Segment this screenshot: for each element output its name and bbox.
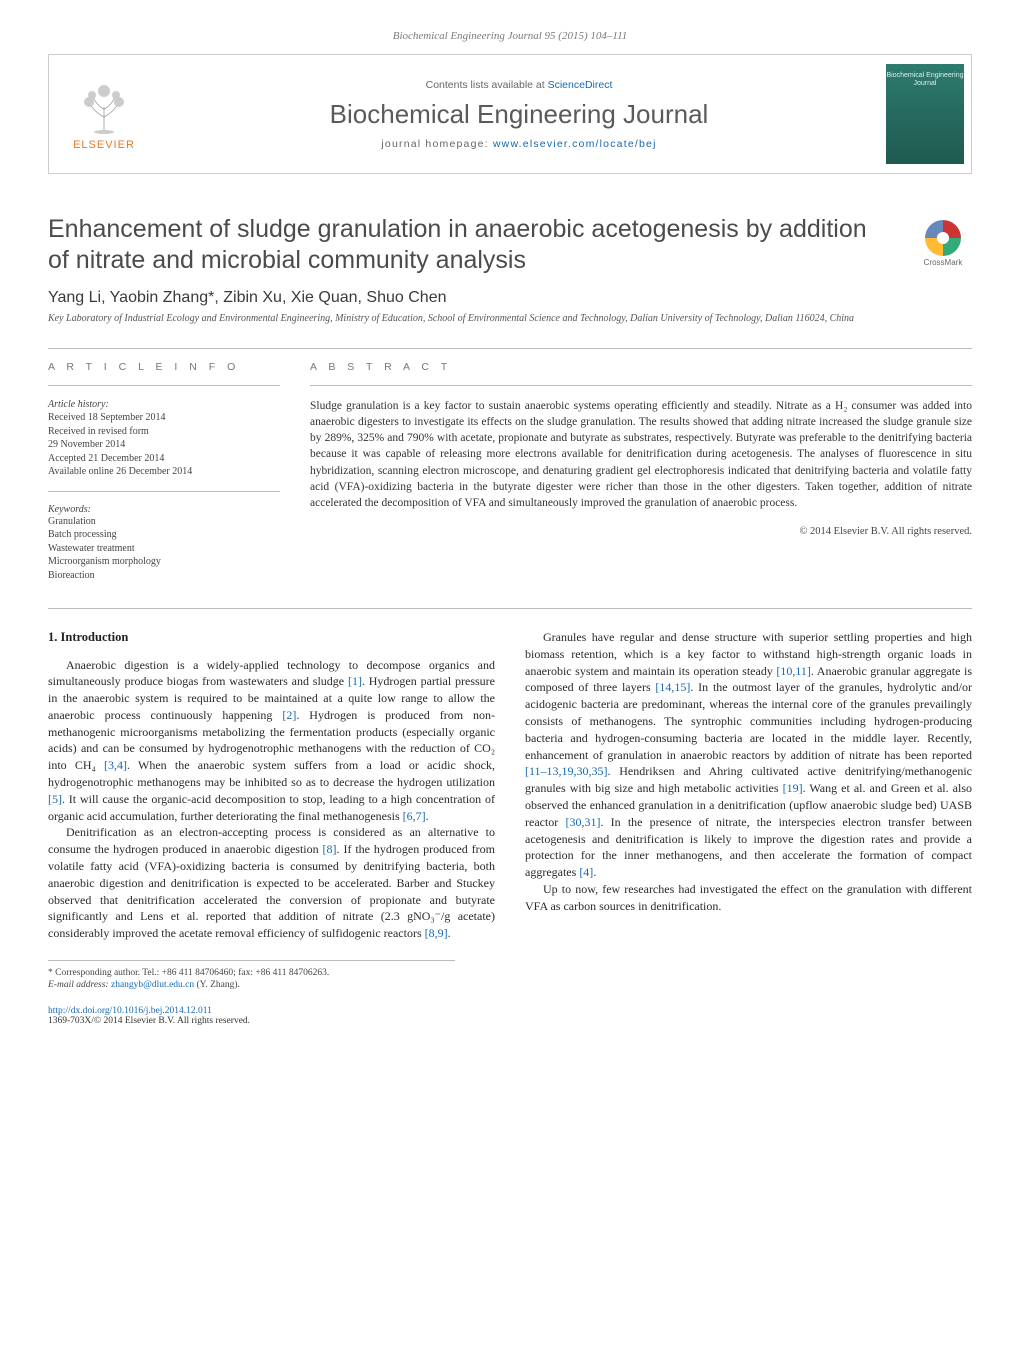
crossmark-badge[interactable]: CrossMark: [914, 214, 972, 272]
divider: [48, 608, 972, 609]
email-label: E-mail address:: [48, 980, 111, 990]
header-center: Contents lists available at ScienceDirec…: [159, 55, 879, 173]
citation-ref[interactable]: [11–13,19,30,35]: [525, 764, 608, 778]
homepage-prefix: journal homepage:: [381, 138, 493, 150]
footnote-divider: [48, 960, 455, 961]
body-text: .: [593, 865, 596, 879]
cover-title: Biochemical Engineering Journal: [886, 72, 964, 87]
email-link[interactable]: zhangyb@dlut.edu.cn: [111, 980, 194, 990]
doi-block: http://dx.doi.org/10.1016/j.bej.2014.12.…: [48, 1006, 972, 1026]
online-date: Available online 26 December 2014: [48, 465, 280, 479]
revised-line2: 29 November 2014: [48, 438, 280, 452]
body-paragraph: Denitrification as an electron-accepting…: [48, 824, 495, 942]
doi-link[interactable]: http://dx.doi.org/10.1016/j.bej.2014.12.…: [48, 1006, 212, 1016]
email-line: E-mail address: zhangyb@dlut.edu.cn (Y. …: [48, 979, 972, 991]
publisher-name: ELSEVIER: [73, 139, 135, 151]
publisher-logo-block: ELSEVIER: [49, 55, 159, 173]
citation-ref[interactable]: [3,4]: [104, 758, 127, 772]
keyword-item: Microorganism morphology: [48, 555, 280, 569]
elsevier-tree-icon: [74, 77, 134, 137]
body-paragraph: Up to now, few researches had investigat…: [525, 881, 972, 915]
issn-copyright: 1369-703X/© 2014 Elsevier B.V. All right…: [48, 1016, 972, 1026]
journal-homepage-link[interactable]: www.elsevier.com/locate/bej: [493, 138, 657, 150]
citation-ref[interactable]: [30,31]: [565, 815, 600, 829]
divider: [48, 385, 280, 386]
citation-ref[interactable]: [1]: [348, 674, 362, 688]
keywords-label: Keywords:: [48, 504, 280, 515]
journal-cover-thumb: Biochemical Engineering Journal: [886, 64, 964, 164]
citation-ref[interactable]: [19]: [783, 781, 803, 795]
received-date: Received 18 September 2014: [48, 411, 280, 425]
affiliation: Key Laboratory of Industrial Ecology and…: [48, 313, 972, 326]
authors-line: Yang Li, Yaobin Zhang*, Zibin Xu, Xie Qu…: [48, 289, 972, 307]
crossmark-icon: [925, 220, 961, 256]
journal-cover-block: Biochemical Engineering Journal: [879, 55, 971, 173]
contents-available-line: Contents lists available at ScienceDirec…: [426, 79, 613, 91]
citation-ref[interactable]: [2]: [282, 708, 296, 722]
article-info-heading: A R T I C L E I N F O: [48, 361, 280, 373]
keyword-item: Bioreaction: [48, 569, 280, 583]
journal-homepage-line: journal homepage: www.elsevier.com/locat…: [381, 138, 656, 150]
abstract-column: A B S T R A C T Sludge granulation is a …: [310, 361, 972, 583]
keyword-item: Wastewater treatment: [48, 542, 280, 556]
keyword-item: Granulation: [48, 515, 280, 529]
keyword-item: Batch processing: [48, 528, 280, 542]
citation-ref[interactable]: [6,7]: [403, 809, 426, 823]
article-body: 1. Introduction Anaerobic digestion is a…: [48, 629, 972, 942]
citation-line: Biochemical Engineering Journal 95 (2015…: [48, 30, 972, 42]
abstract-text: Sludge granulation is a key factor to su…: [310, 398, 972, 512]
divider: [310, 385, 972, 386]
journal-name: Biochemical Engineering Journal: [330, 99, 709, 130]
citation-ref[interactable]: [4]: [579, 865, 593, 879]
citation-ref[interactable]: [5]: [48, 792, 62, 806]
keywords-list: Granulation Batch processing Wastewater …: [48, 515, 280, 583]
crossmark-label: CrossMark: [924, 258, 963, 267]
body-text: .: [448, 926, 451, 940]
abstract-copyright: © 2014 Elsevier B.V. All rights reserved…: [310, 526, 972, 537]
article-history: Article history: Received 18 September 2…: [48, 398, 280, 479]
contents-prefix: Contents lists available at: [426, 79, 548, 91]
email-who: (Y. Zhang).: [194, 980, 240, 990]
citation-ref[interactable]: [14,15]: [655, 680, 690, 694]
article-title: Enhancement of sludge granulation in ana…: [48, 214, 894, 275]
abstract-heading: A B S T R A C T: [310, 361, 972, 373]
body-paragraph: Anaerobic digestion is a widely-applied …: [48, 657, 495, 825]
body-text: Up to now, few researches had investigat…: [525, 882, 972, 913]
journal-header: ELSEVIER Contents lists available at Sci…: [48, 54, 972, 174]
body-text: .: [426, 809, 429, 823]
citation-ref[interactable]: [8,9]: [425, 926, 448, 940]
article-info-column: A R T I C L E I N F O Article history: R…: [48, 361, 280, 583]
sciencedirect-link[interactable]: ScienceDirect: [548, 79, 613, 91]
intro-heading: 1. Introduction: [48, 629, 495, 647]
accepted-date: Accepted 21 December 2014: [48, 452, 280, 466]
revised-line1: Received in revised form: [48, 425, 280, 439]
citation-ref[interactable]: [8]: [323, 842, 337, 856]
article-history-label: Article history:: [48, 398, 280, 412]
divider: [48, 348, 972, 349]
body-paragraph: Granules have regular and dense structur…: [525, 629, 972, 881]
citation-ref[interactable]: [10,11]: [776, 664, 811, 678]
corresponding-author-footnote: * Corresponding author. Tel.: +86 411 84…: [48, 967, 972, 992]
divider: [48, 491, 280, 492]
corr-author-line: * Corresponding author. Tel.: +86 411 84…: [48, 967, 972, 979]
